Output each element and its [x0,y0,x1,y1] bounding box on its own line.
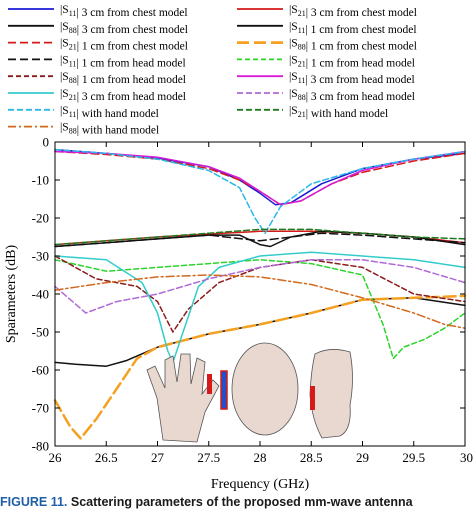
series-line [54,228,466,246]
legend-item: |S21| 1 cm from head model [237,54,415,69]
legend-label: |S21| with hand model [289,105,388,120]
inset-models [146,342,353,443]
legend-label: |S21| 1 cm from head model [289,54,415,69]
legend-label: |S88| 3 cm from head model [289,88,415,103]
legend-item: |S88| 1 cm from chest model [237,38,417,53]
legend-label: |S88| 1 cm from chest model [289,38,417,53]
y-tick-label: -40 [32,287,49,302]
legend-item: |S88| 3 cm from head model [237,88,415,103]
x-tick-label: 26.5 [95,450,118,465]
x-tick-label: 26 [49,450,63,465]
legend-item: |S21| 3 cm from head model [8,88,186,103]
y-tick-label: -50 [32,325,49,340]
legend-item: |S88| with hand model [8,122,159,137]
legend-item: |S11| 3 cm from chest model [8,4,188,19]
x-tick-label: 29.5 [402,450,425,465]
series-line [53,294,467,440]
legend-item: |S11| 3 cm from head model [237,71,415,86]
legend-label: |S11| with hand model [60,105,159,120]
y-tick-label: 0 [43,135,50,150]
legend: |S11| 3 cm from chest model |S21| 3 cm fr… [8,4,417,137]
y-tick-label: -30 [32,249,49,264]
x-tick-label: 28 [254,450,267,465]
series-line [54,259,466,314]
series-line [54,259,466,360]
x-tick-label: 27 [151,450,165,465]
x-tick-label: 29 [356,450,369,465]
antenna-on-chest [310,386,315,410]
x-tick-label: 27.5 [197,450,220,465]
series-line [54,148,466,234]
series-line [54,232,466,248]
legend-label: |S21| 1 cm from chest model [60,38,188,53]
legend-item: |S11| 1 cm from head model [8,54,186,69]
series-line [54,230,466,248]
chart: |S11| 3 cm from chest model |S21| 3 cm fr… [4,4,473,492]
legend-label: |S88| with hand model [60,122,159,137]
legend-label: |S21| 3 cm from head model [60,88,186,103]
legend-item: |S21| 1 cm from chest model [8,38,188,53]
plot-lines [53,148,467,440]
x-tick-label: 30 [460,450,473,465]
legend-item: |S21| 3 cm from chest model [237,4,417,19]
series-line [54,150,466,206]
legend-label: |S88| 1 cm from head model [60,71,186,86]
legend-item: |S11| with hand model [8,105,159,120]
legend-label: |S11| 1 cm from head model [60,54,186,69]
series-line [54,150,466,206]
series-line [54,148,466,206]
hand-model [146,353,220,443]
legend-label: |S11| 1 cm from chest model [289,21,417,36]
x-axis-label: Frequency (GHz) [211,477,310,492]
series-line [54,251,466,364]
legend-item: |S11| 1 cm from chest model [237,21,417,36]
legend-label: |S88| 3 cm from chest model [60,21,188,36]
series-line [54,274,466,329]
y-tick-label: -10 [32,173,49,188]
x-tick-label: 28.5 [300,450,323,465]
y-tick-label: -80 [32,439,49,454]
y-tick-label: -20 [32,211,49,226]
legend-label: |S21| 3 cm from chest model [289,4,417,19]
caption-number: FIGURE 11. [0,495,68,509]
legend-item: |S88| 1 cm from head model [8,71,186,86]
y-tick-label: -60 [32,363,49,378]
series-line [54,255,466,333]
y-axis-label: Sparameters (dB) [4,244,19,343]
antenna-on-head [220,370,228,410]
chest-model [309,349,353,439]
legend-label: |S11| 3 cm from head model [289,71,415,86]
y-tick-label: -70 [32,401,49,416]
head-model [231,342,299,436]
caption-text: Scattering parameters of the proposed mm… [70,495,413,509]
legend-label: |S11| 3 cm from chest model [60,4,188,19]
legend-item: |S88| 3 cm from chest model [8,21,188,36]
figure-caption: FIGURE 11. Scattering parameters of the … [0,494,474,511]
legend-item: |S21| with hand model [237,105,388,120]
antenna-on-hand [207,374,212,394]
